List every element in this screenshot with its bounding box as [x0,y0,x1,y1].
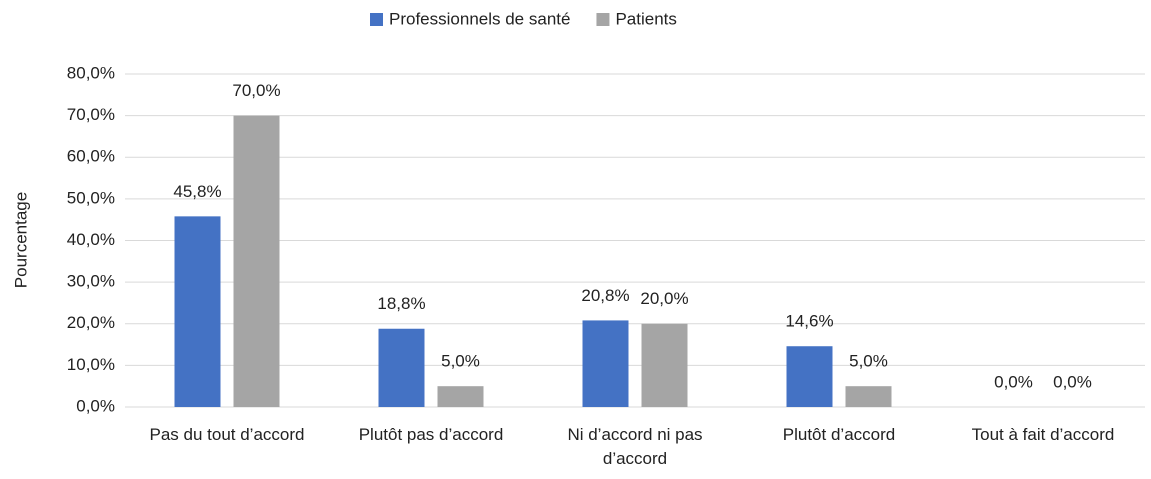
bar [437,386,484,407]
data-label: 14,6% [785,312,833,331]
y-tick-label: 20,0% [67,313,115,332]
bar [786,346,833,407]
bar [582,320,629,407]
data-label: 45,8% [173,182,221,201]
legend-swatch [370,13,383,26]
data-label: 20,8% [581,286,629,305]
data-label: 20,0% [640,289,688,308]
data-label: 5,0% [849,352,888,371]
legend-label: Professionnels de santé [389,9,570,28]
data-label: 0,0% [1053,372,1092,391]
bar [233,115,280,407]
y-tick-label: 10,0% [67,355,115,374]
x-tick-label: Plutôt pas d’accord [358,425,504,444]
bar [378,328,425,407]
data-label: 70,0% [232,81,280,100]
legend-swatch [596,13,610,26]
x-tick-label: Tout à fait d’accord [971,425,1115,444]
y-tick-label: 40,0% [67,230,115,249]
x-tick-label: Ni d’accord ni pas d’accord [567,425,703,468]
bar [641,323,688,407]
data-label: 5,0% [441,352,480,371]
bar [845,386,892,407]
y-axis-label: Pourcentage [11,192,30,288]
data-label: 0,0% [994,372,1033,391]
x-tick-label: Plutôt d’accord [782,425,896,444]
legend-label: Patients [615,9,676,28]
data-label: 18,8% [377,294,425,313]
y-tick-label: 60,0% [67,147,115,166]
y-tick-label: 50,0% [67,188,115,207]
y-tick-label: 30,0% [67,272,115,291]
y-tick-label: 80,0% [67,63,115,82]
x-tick-label: Pas du tout d’accord [149,425,305,444]
bar [174,216,221,407]
y-tick-label: 70,0% [67,105,115,124]
y-tick-label: 0,0% [76,396,115,415]
